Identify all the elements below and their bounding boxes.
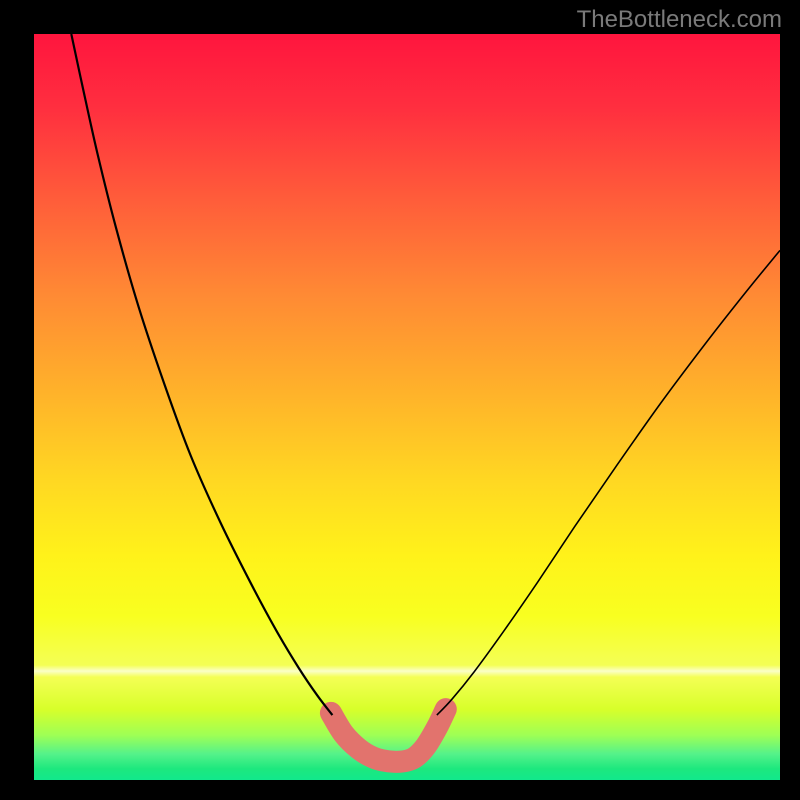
watermark-text: TheBottleneck.com bbox=[577, 6, 782, 34]
chart-stage: TheBottleneck.com bbox=[0, 0, 800, 800]
bottleneck-plot bbox=[34, 34, 780, 780]
gradient-background bbox=[34, 34, 780, 780]
